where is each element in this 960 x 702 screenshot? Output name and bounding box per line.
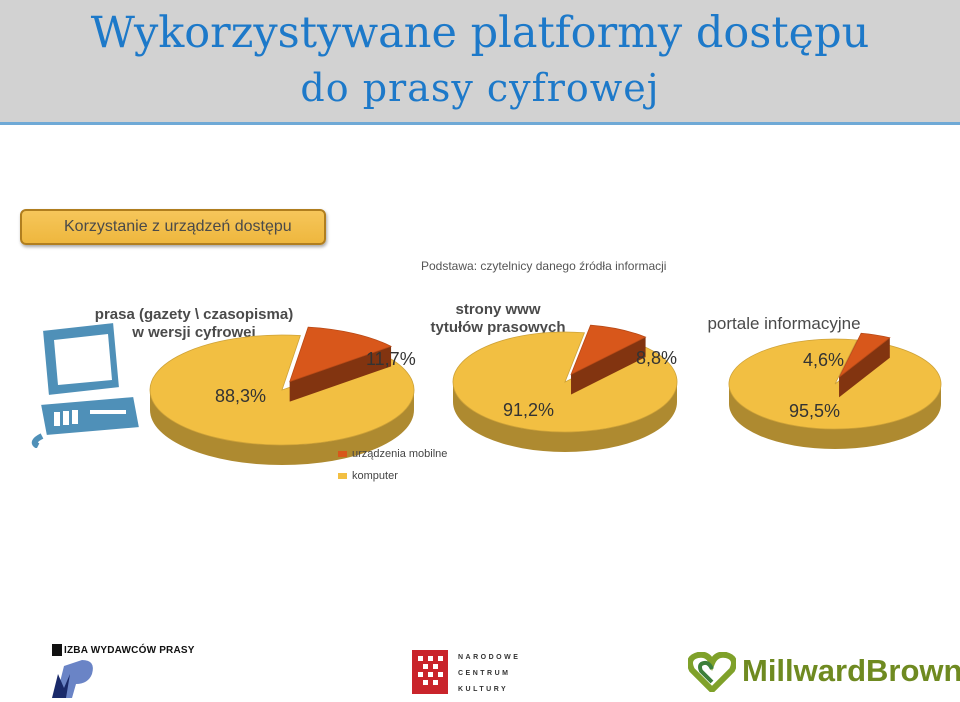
chart-1-title-line: w wersji cyfrowej [132, 324, 256, 341]
chart-1-title: prasa (gazety \ czasopisma) w wersji cyf… [88, 306, 300, 342]
chart-2-computer-value: 91,2% [503, 400, 555, 420]
chart-1-title-line: prasa (gazety \ czasopisma) [94, 306, 294, 323]
chart-2-mobile-value: 8,8% [636, 348, 678, 368]
chart-3-title-line: portale informacyjne [707, 314, 861, 333]
legend-swatch-computer [338, 473, 347, 479]
legend-swatch-mobile [338, 451, 347, 457]
nck-line: CENTRUM [458, 670, 511, 677]
chart-3-mobile-value: 4,6% [803, 350, 845, 370]
legend-item: komputer [338, 465, 447, 487]
nck-logo-text: NARODOWE CENTRUM KULTURY [458, 650, 520, 698]
legend: urządzenia mobilne komputer [338, 443, 447, 487]
izba-logo-text: IZBA WYDAWCÓW PRASY [64, 645, 195, 656]
millward-brown-heart-icon [688, 652, 736, 692]
legend-label: komputer [352, 470, 398, 482]
izba-logo [52, 644, 93, 698]
chart-3-title: portale informacyjne [690, 315, 878, 333]
title-band [0, 0, 960, 122]
title-divider [0, 122, 960, 125]
chart-1-computer-value: 88,3% [215, 386, 267, 406]
legend-label: urządzenia mobilne [352, 448, 448, 460]
chart-2-title: strony www tytułów prasowych [408, 301, 588, 337]
nck-line: KULTURY [458, 686, 509, 693]
chart-3-computer-value: 95,5% [789, 401, 841, 421]
pie-1-slice-mobile [289, 326, 393, 402]
base-note: Podstawa: czytelnicy danego źródła infor… [421, 259, 667, 273]
pie-1-slice-computer [149, 334, 415, 465]
legend-item: urządzenia mobilne [338, 443, 447, 465]
pie-3-slice-mobile [838, 332, 891, 398]
computer-icon [31, 320, 142, 448]
section-label: Korzystanie z urządzeń dostępu [20, 209, 326, 245]
chart-2-title-line: tytułów prasowych [430, 319, 566, 336]
page-title: Wykorzystywane platformy dostępu [90, 8, 870, 58]
chart-2-title-line: strony www [455, 301, 541, 318]
page-subtitle: do prasy cyfrowej [300, 66, 660, 110]
chart-1-mobile-value: 11,7% [366, 349, 416, 369]
nck-line: NARODOWE [458, 654, 521, 661]
pie-3-slice-computer [728, 338, 942, 449]
millward-brown-logo-text: MillwardBrown [742, 653, 960, 688]
nck-logo [412, 650, 448, 694]
pie-2-slice-mobile [570, 324, 647, 395]
